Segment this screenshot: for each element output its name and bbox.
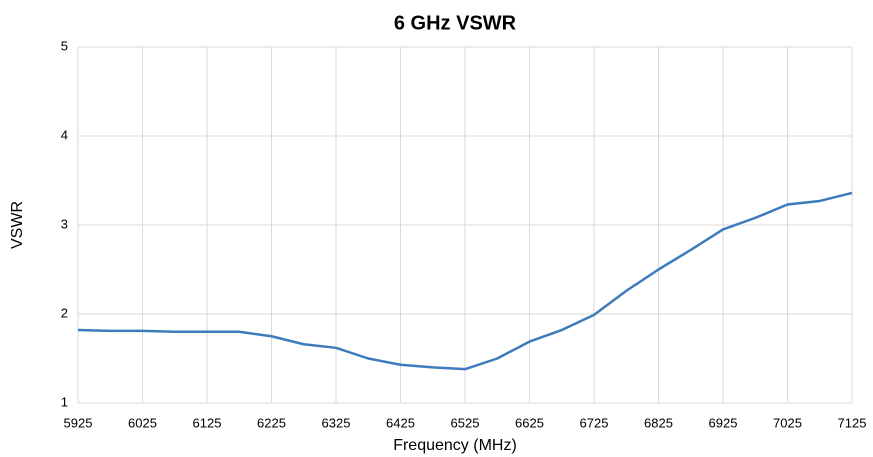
x-tick-label: 7125: [838, 415, 867, 430]
x-axis-label: Frequency (MHz): [393, 437, 517, 454]
x-tick-label: 6325: [322, 415, 351, 430]
y-tick-label: 2: [61, 305, 68, 320]
x-tick-label: 7025: [773, 415, 802, 430]
data-line: [77, 191, 853, 371]
y-tick-label: 3: [61, 216, 68, 231]
x-tick-label: 6625: [515, 415, 544, 430]
y-tick-label: 1: [61, 394, 68, 409]
chart-title: 6 GHz VSWR: [394, 12, 517, 34]
x-tick-label: 6525: [451, 415, 480, 430]
y-axis-label: VSWR: [9, 201, 26, 249]
y-tick-label: 4: [61, 127, 68, 142]
x-tick-label: 6025: [128, 415, 157, 430]
x-tick-label: 6825: [644, 415, 673, 430]
x-tick-label: 6125: [193, 415, 222, 430]
x-tick-label: 5925: [64, 415, 93, 430]
x-tick-label: 6725: [580, 415, 609, 430]
x-tick-label: 6425: [386, 415, 415, 430]
x-tick-label: 6225: [257, 415, 286, 430]
y-tick-label: 5: [61, 38, 68, 53]
x-tick-label: 6925: [709, 415, 738, 430]
